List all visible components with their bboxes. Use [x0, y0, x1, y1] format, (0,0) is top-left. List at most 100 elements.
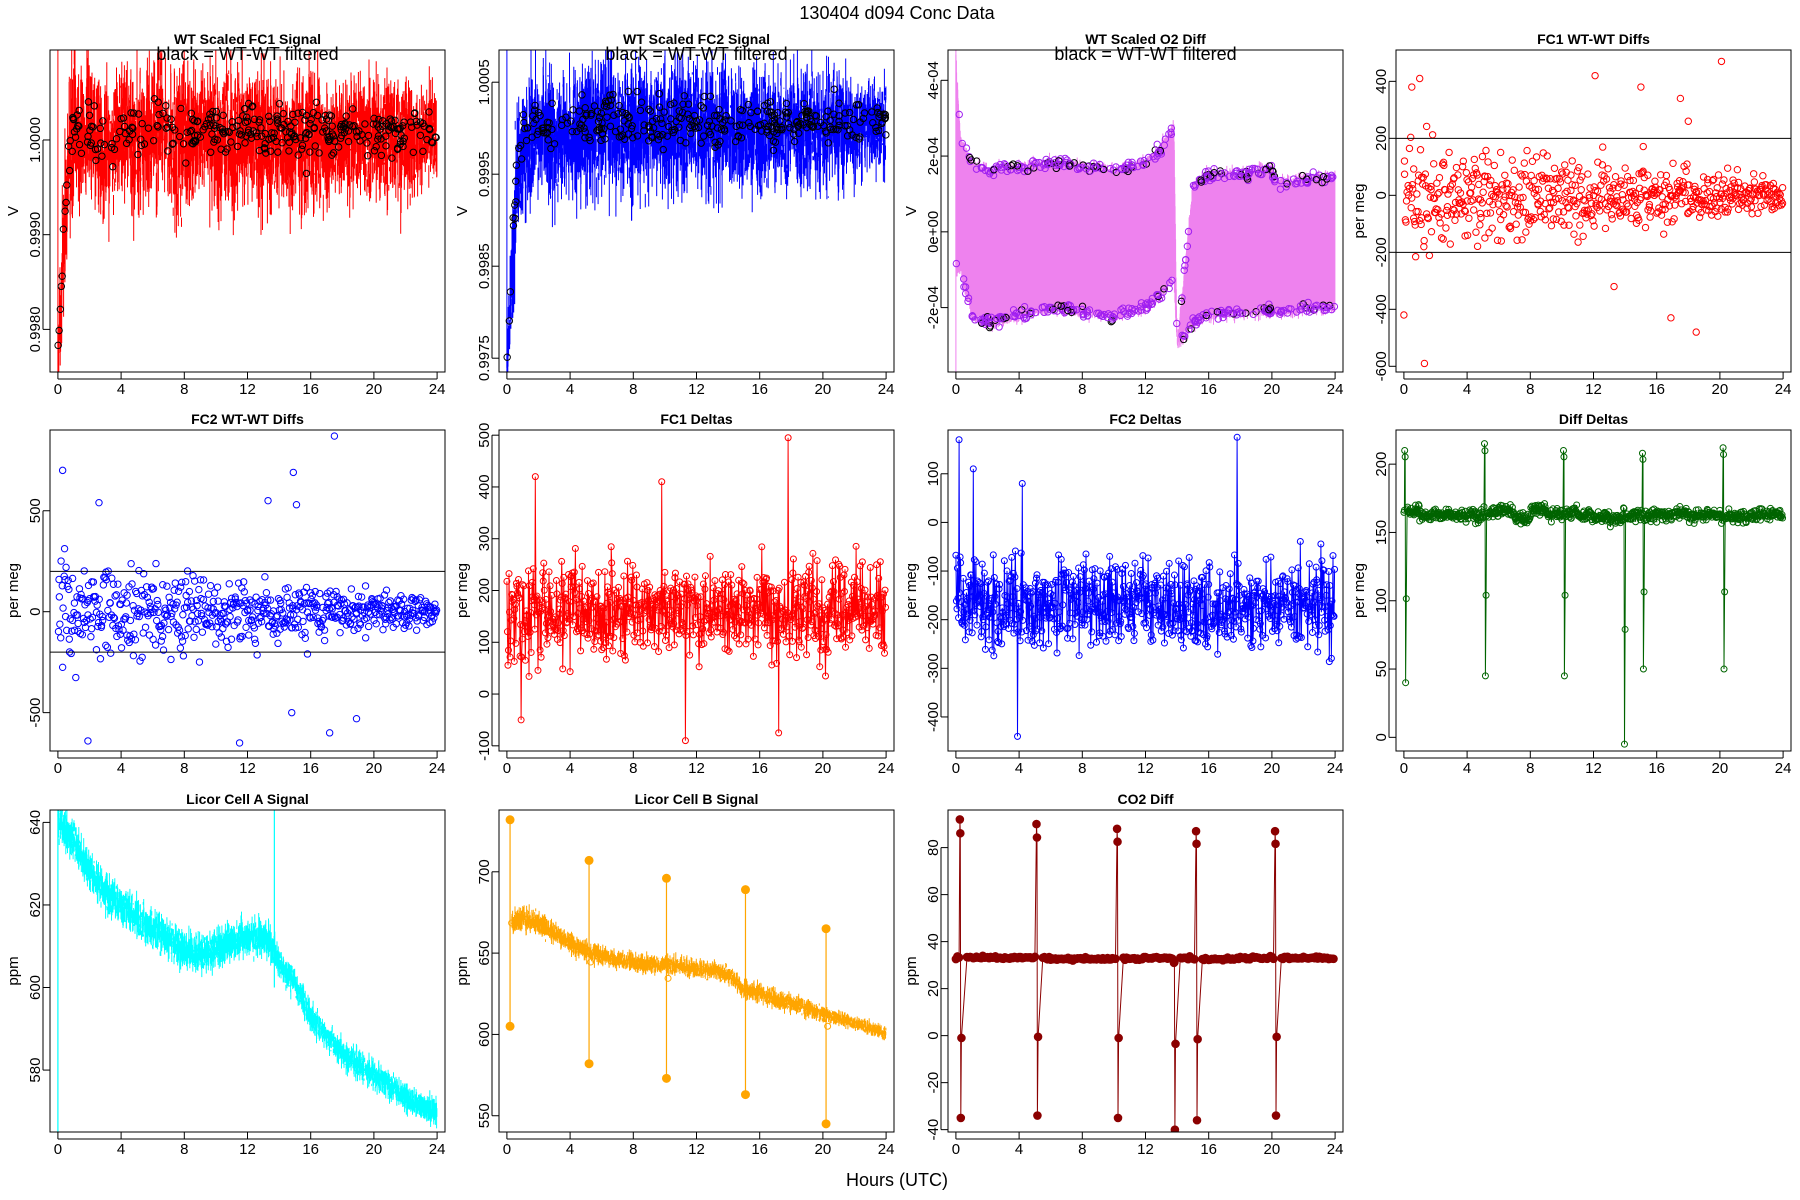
- switch-point: [1128, 304, 1136, 313]
- delta-point: [1245, 596, 1253, 604]
- diff-point: [1471, 164, 1479, 173]
- diff-point: [1434, 205, 1442, 214]
- filtered-point: [580, 124, 588, 132]
- y-axis-label: per meg: [1351, 563, 1368, 618]
- delta-point: [1134, 587, 1142, 595]
- diff-point: [96, 610, 104, 618]
- diff-point: [1643, 192, 1651, 201]
- delta-point: [591, 597, 599, 605]
- delta-point: [1315, 622, 1323, 630]
- diff-point: [303, 650, 312, 658]
- delta-point: [1046, 613, 1054, 621]
- x-tick-label: 24: [1327, 760, 1344, 777]
- delta-point: [709, 613, 717, 621]
- plot-area: [952, 433, 1339, 740]
- outlier-point: [1610, 282, 1618, 291]
- delta-point: [1221, 627, 1228, 635]
- filtered-point: [262, 149, 270, 157]
- filtered-point: [229, 123, 237, 132]
- diff-point: [274, 639, 282, 648]
- delta-point: [1261, 588, 1269, 596]
- diff-point: [1747, 195, 1755, 203]
- x-tick-label: 4: [1015, 760, 1023, 777]
- delta-point: [811, 626, 819, 634]
- filtered-point: [432, 133, 440, 142]
- delta-point: [1057, 555, 1065, 563]
- diff-point: [1480, 172, 1489, 180]
- diff-point: [58, 582, 67, 590]
- diff-point: [1505, 223, 1513, 231]
- delta-point: [1144, 554, 1152, 562]
- filtered-point: [129, 109, 138, 117]
- delta-point: [804, 587, 812, 595]
- delta-point: [1076, 588, 1084, 596]
- switch-point: [1225, 305, 1233, 314]
- switch-point: [1083, 311, 1092, 320]
- delta-point: [984, 578, 991, 586]
- delta-point: [696, 613, 704, 621]
- delta-point: [559, 665, 567, 673]
- switch-point: [977, 163, 986, 172]
- delta-point: [577, 647, 585, 655]
- filtered-point: [760, 101, 769, 110]
- delta-point: [1048, 581, 1056, 589]
- delta-point: [808, 618, 816, 626]
- delta-point: [1071, 620, 1079, 628]
- filtered-point: [171, 126, 179, 134]
- diff-point: [1497, 237, 1506, 245]
- switch-point: [964, 297, 972, 306]
- delta-point: [1235, 616, 1243, 624]
- diff-point: [192, 625, 200, 634]
- switch-point: [1180, 266, 1188, 274]
- switch-point: [1165, 130, 1173, 138]
- switch-point: [1013, 309, 1021, 317]
- x-tick-label: 20: [815, 760, 832, 777]
- filtered-point: [84, 98, 93, 106]
- delta-point: [1142, 618, 1149, 626]
- filtered-point: [189, 140, 197, 148]
- steady-point: [1720, 450, 1728, 458]
- y-tick-label: 0e+00: [925, 211, 942, 253]
- filtered-point: [615, 133, 624, 141]
- switch-point: [1024, 167, 1032, 175]
- delta-point: [657, 622, 665, 630]
- diff-point: [112, 624, 120, 633]
- diff-point: [1551, 195, 1560, 203]
- y-tick-label: 580: [27, 1058, 44, 1083]
- diff-point: [65, 635, 74, 643]
- delta-point: [1052, 628, 1060, 636]
- diff-point: [1501, 193, 1509, 201]
- filtered-point: [531, 101, 539, 110]
- delta-point: [1275, 639, 1283, 647]
- delta-point: [527, 648, 535, 656]
- delta-point: [755, 619, 763, 627]
- delta-point: [1276, 622, 1284, 630]
- delta-point: [1313, 576, 1321, 584]
- filtered-point: [705, 117, 714, 126]
- diff-point: [193, 601, 201, 610]
- diff-point: [1509, 207, 1518, 216]
- delta-point: [506, 653, 514, 661]
- diff-point: [1609, 184, 1617, 192]
- delta-point: [1189, 600, 1197, 608]
- delta-point: [1157, 627, 1165, 635]
- filtered-point: [756, 121, 765, 129]
- delta-point: [552, 576, 560, 584]
- diff-point: [1427, 185, 1435, 194]
- filtered-point: [61, 207, 69, 215]
- delta-point: [1177, 631, 1185, 639]
- diff-point: [1481, 172, 1489, 181]
- filtered-point: [880, 110, 888, 118]
- steady-point: [1429, 514, 1437, 522]
- x-tick-label: 20: [366, 760, 383, 777]
- filtered-point: [590, 102, 599, 110]
- switch-point: [998, 314, 1006, 322]
- diff-point: [1665, 202, 1674, 210]
- x-tick-label: 24: [1775, 381, 1792, 398]
- filtered-point: [265, 112, 273, 121]
- outlier-point: [289, 468, 298, 477]
- delta-point: [968, 588, 976, 596]
- filtered-point: [190, 117, 198, 125]
- diff-point: [1557, 168, 1566, 176]
